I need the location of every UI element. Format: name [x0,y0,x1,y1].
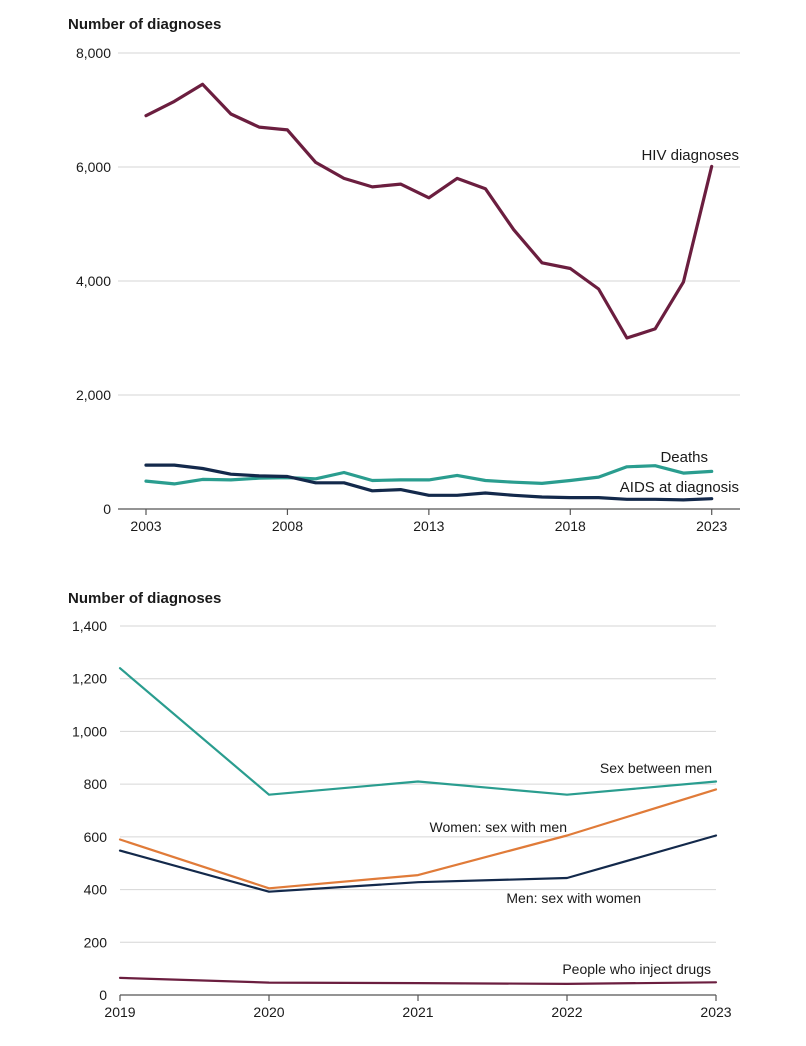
series-line-hiv-diagnoses [144,82,714,340]
y-tick-label: 0 [99,987,107,1003]
x-tick-label: 2019 [104,1004,135,1020]
x-tick-labels: 2003 2008 2013 2018 2023 [130,509,727,534]
label-hiv-diagnoses: HIV diagnoses [641,147,739,164]
x-tick-label: 2023 [696,518,727,534]
exposure-group-chart: Number of diagnoses 0 200 400 600 800 1,000 1,… [68,590,732,1020]
label-deaths: Deaths [660,449,708,466]
y-tick-label: 600 [84,829,108,845]
y-tick-label: 6,000 [76,159,111,175]
gridlines [118,52,740,510]
x-tick-label: 2020 [253,1004,284,1020]
label-aids-at-diagnosis: AIDS at diagnosis [620,479,739,496]
y-tick-label: 200 [84,934,108,950]
x-tick-label: 2022 [551,1004,582,1020]
y-tick-labels: 0 200 400 600 800 1,000 1,200 1,400 [72,618,107,1003]
label-people-who-inject-drugs: People who inject drugs [562,961,711,977]
hiv-trend-chart: Number of diagnoses 0 2,000 4,000 6,000 8,00… [68,16,740,534]
y-axis-title: Number of diagnoses [68,590,221,607]
series-line-men-sex-with-women [118,834,718,893]
y-tick-label: 8,000 [76,45,111,61]
x-tick-label: 2023 [700,1004,731,1020]
series-line-deaths [144,464,714,486]
y-tick-label: 1,000 [72,723,107,739]
series-line-sex-between-men [118,667,718,796]
y-tick-label: 800 [84,776,108,792]
series-lines [118,667,718,986]
series-line-people-who-inject-drugs [118,976,718,986]
label-sex-between-men: Sex between men [600,760,712,776]
x-tick-labels: 2019 2020 2021 2022 2023 [104,995,732,1020]
y-tick-label: 1,200 [72,671,107,687]
series-lines [144,82,714,502]
y-axis-title: Number of diagnoses [68,16,221,33]
x-tick-label: 2021 [402,1004,433,1020]
x-tick-label: 2008 [272,518,303,534]
gridlines [120,625,716,996]
label-men-sex-with-women: Men: sex with women [506,890,641,906]
label-women-sex-with-men: Women: sex with men [430,819,567,835]
y-tick-label: 1,400 [72,618,107,634]
x-tick-label: 2003 [130,518,161,534]
x-tick-label: 2018 [555,518,586,534]
y-tick-label: 400 [84,882,108,898]
y-tick-labels: 0 2,000 4,000 6,000 8,000 [76,45,111,517]
y-tick-label: 2,000 [76,387,111,403]
series-line-aids-at-diagnosis [144,463,714,502]
series-line-women-sex-with-men [118,788,718,890]
x-tick-label: 2013 [413,518,444,534]
y-tick-label: 0 [103,501,111,517]
y-tick-label: 4,000 [76,273,111,289]
